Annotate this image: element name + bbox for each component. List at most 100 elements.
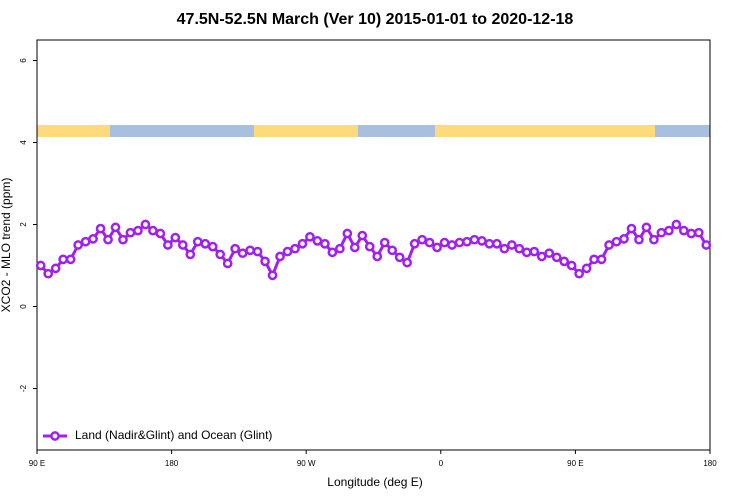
data-point bbox=[140, 219, 151, 230]
data-point bbox=[230, 243, 241, 254]
data-point bbox=[589, 254, 599, 265]
data-point bbox=[544, 248, 555, 259]
data-point bbox=[462, 236, 472, 247]
ocean-strip bbox=[110, 125, 254, 137]
data-point bbox=[566, 260, 577, 271]
data-point bbox=[312, 236, 323, 246]
data-point bbox=[335, 243, 345, 254]
data-point bbox=[35, 260, 46, 271]
x-tick-label: 180 bbox=[703, 459, 717, 468]
y-tick-label: 6 bbox=[19, 58, 28, 63]
land-strip bbox=[435, 125, 655, 137]
data-point bbox=[454, 237, 465, 248]
data-point bbox=[506, 240, 517, 250]
data-point bbox=[447, 240, 457, 250]
data-point bbox=[297, 238, 308, 249]
data-point bbox=[65, 254, 76, 265]
data-point bbox=[439, 237, 450, 248]
data-point bbox=[686, 228, 697, 239]
chart-title: 47.5N-52.5N March (Ver 10) 2015-01-01 to… bbox=[177, 11, 574, 28]
data-point bbox=[163, 240, 173, 250]
data-point bbox=[424, 237, 435, 248]
data-point bbox=[529, 246, 540, 257]
data-point bbox=[215, 249, 226, 260]
data-point bbox=[155, 228, 166, 239]
data-point bbox=[477, 236, 487, 246]
data-point bbox=[260, 256, 270, 267]
data-point bbox=[432, 242, 442, 253]
data-point bbox=[177, 240, 188, 250]
data-point bbox=[469, 234, 480, 245]
data-point bbox=[551, 252, 562, 263]
data-point bbox=[327, 247, 338, 258]
data-point bbox=[536, 251, 547, 262]
data-point bbox=[252, 246, 263, 257]
data-point bbox=[200, 238, 211, 249]
x-tick-label: 90 E bbox=[567, 459, 583, 468]
data-point bbox=[574, 268, 584, 279]
data-point bbox=[103, 234, 113, 245]
data-point bbox=[110, 222, 121, 233]
data-point bbox=[290, 243, 300, 254]
data-point bbox=[275, 251, 285, 262]
data-point bbox=[50, 263, 61, 274]
y-axis-label: XCO2 - MLO trend (ppm) bbox=[0, 178, 13, 313]
data-point bbox=[267, 270, 278, 281]
data-point bbox=[73, 240, 83, 250]
data-point bbox=[170, 232, 181, 243]
data-point bbox=[95, 223, 106, 234]
data-point bbox=[634, 234, 644, 245]
y-tick-label: 2 bbox=[19, 222, 28, 227]
data-point bbox=[619, 234, 629, 244]
data-point bbox=[349, 242, 360, 253]
ocean-strip bbox=[358, 125, 435, 137]
data-point bbox=[596, 254, 607, 265]
data-point bbox=[125, 227, 136, 238]
x-axis-label: Longitude (deg E) bbox=[327, 475, 422, 489]
data-point bbox=[88, 234, 98, 244]
data-point bbox=[305, 231, 315, 242]
data-point bbox=[222, 258, 233, 269]
data-point bbox=[649, 234, 659, 245]
data-point bbox=[394, 252, 405, 263]
data-point bbox=[521, 247, 532, 258]
data-point bbox=[484, 238, 495, 249]
data-point bbox=[499, 243, 510, 254]
land-ocean-band bbox=[37, 125, 710, 137]
data-point bbox=[641, 222, 652, 233]
data-point bbox=[664, 225, 674, 236]
data-point bbox=[357, 230, 368, 241]
data-point bbox=[372, 251, 383, 262]
data-point bbox=[379, 237, 390, 248]
data-point bbox=[80, 236, 91, 247]
data-point bbox=[245, 245, 255, 256]
data-point bbox=[118, 234, 128, 245]
data-point bbox=[43, 268, 54, 279]
land-strip bbox=[254, 125, 358, 137]
data-point bbox=[282, 246, 293, 257]
data-point bbox=[364, 241, 375, 252]
data-point bbox=[185, 249, 196, 260]
data-point bbox=[387, 245, 398, 256]
data-point bbox=[417, 234, 427, 245]
y-tick-label: 0 bbox=[19, 304, 28, 309]
data-point bbox=[409, 238, 420, 249]
data-point bbox=[402, 257, 412, 268]
data-point bbox=[559, 256, 570, 267]
data-point bbox=[626, 223, 637, 234]
data-point bbox=[207, 241, 218, 252]
data-point bbox=[192, 236, 203, 247]
data-point bbox=[701, 240, 712, 250]
data-point bbox=[678, 225, 689, 236]
data-point bbox=[148, 225, 158, 236]
data-point bbox=[656, 227, 667, 238]
data-point bbox=[514, 243, 525, 254]
land-strip bbox=[37, 125, 110, 137]
legend-marker bbox=[50, 431, 60, 441]
data-point bbox=[611, 236, 622, 247]
data-point bbox=[320, 238, 330, 249]
y-tick-label: -2 bbox=[19, 384, 28, 392]
data-point bbox=[581, 263, 592, 274]
x-tick-label: 0 bbox=[439, 459, 444, 468]
